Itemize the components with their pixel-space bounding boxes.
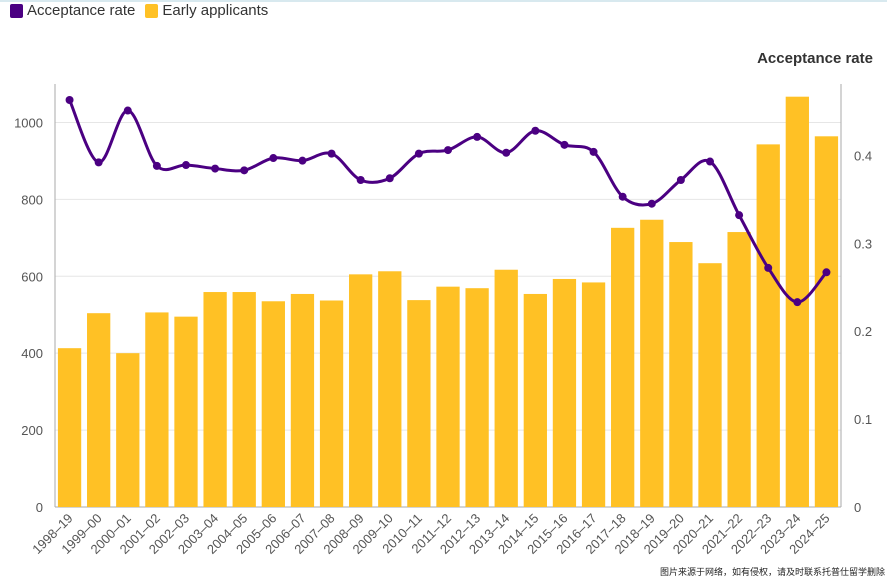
point-acceptance-rate [327, 149, 336, 158]
left-axis-tick-label: 600 [21, 269, 43, 284]
bar-early-applicants [465, 288, 489, 507]
point-acceptance-rate [706, 157, 714, 166]
point-acceptance-rate [152, 161, 161, 170]
bar-early-applicants [319, 300, 344, 507]
point-acceptance-rate [764, 263, 773, 272]
chart-legend: Acceptance rate Early applicants [10, 2, 278, 19]
bar-early-applicants [145, 312, 169, 507]
left-axis-tick-label: 200 [21, 423, 43, 438]
point-acceptance-rate [735, 211, 744, 220]
bar-early-applicants [261, 301, 285, 507]
bar-early-applicants [494, 269, 518, 507]
bar-early-applicants [349, 274, 373, 507]
point-acceptance-rate [531, 126, 540, 135]
bar-early-applicants [552, 278, 577, 507]
point-acceptance-rate [211, 164, 220, 173]
legend-item-acceptance-rate[interactable]: Acceptance rate [10, 2, 135, 19]
point-acceptance-rate [444, 146, 452, 155]
right-axis-tick-label: 0.2 [854, 324, 872, 339]
top-border-line [0, 0, 887, 2]
bar-early-applicants [756, 144, 780, 507]
point-acceptance-rate [473, 132, 482, 141]
bar-early-applicants [174, 316, 198, 507]
point-acceptance-rate [589, 147, 598, 156]
point-acceptance-rate [240, 166, 249, 175]
bar-early-applicants [640, 219, 664, 507]
bar-early-applicants [814, 136, 839, 507]
left-axis-tick-label: 800 [21, 192, 43, 207]
bar-early-applicants [698, 263, 722, 507]
legend-label-early-applicants: Early applicants [162, 2, 269, 19]
point-acceptance-rate [269, 154, 278, 163]
bar-early-applicants [232, 292, 256, 507]
watermark-text: 图片来源于网络，如有侵权，请及时联系托普仕留学删除 [659, 567, 885, 577]
right-axis-title: Acceptance rate [757, 50, 873, 67]
left-axis-tick-label: 400 [21, 346, 43, 361]
point-acceptance-rate [356, 175, 365, 184]
point-acceptance-rate [676, 175, 685, 184]
point-acceptance-rate [793, 298, 802, 307]
legend-swatch-acceptance-rate [10, 3, 23, 18]
point-acceptance-rate [560, 140, 569, 149]
left-axis-tick-label: 0 [36, 500, 43, 515]
point-acceptance-rate [298, 156, 307, 165]
bar-early-applicants [611, 227, 635, 507]
bar-early-applicants [523, 293, 547, 507]
point-acceptance-rate [182, 161, 190, 170]
point-acceptance-rate [618, 192, 627, 201]
right-axis-tick-label: 0.1 [854, 412, 872, 427]
legend-swatch-early-applicants [145, 3, 159, 18]
right-axis-tick-label: 0.4 [854, 148, 872, 163]
bar-early-applicants [87, 313, 111, 507]
point-acceptance-rate [414, 149, 423, 158]
point-acceptance-rate [502, 148, 511, 157]
point-acceptance-rate [123, 106, 132, 115]
point-acceptance-rate [822, 268, 831, 277]
point-acceptance-rate [65, 95, 74, 104]
bar-early-applicants [727, 232, 751, 508]
point-acceptance-rate [94, 158, 103, 167]
point-acceptance-rate [647, 199, 656, 208]
right-axis-tick-label: 0.3 [854, 236, 872, 251]
legend-item-early-applicants[interactable]: Early applicants [145, 2, 268, 19]
bar-early-applicants [669, 242, 693, 507]
bar-early-applicants [581, 282, 606, 507]
bar-early-applicants [57, 348, 82, 507]
legend-label-acceptance-rate: Acceptance rate [27, 2, 136, 19]
bar-early-applicants [378, 271, 402, 507]
point-acceptance-rate [385, 174, 394, 183]
bar-early-applicants [290, 293, 315, 507]
left-axis-tick-label: 1000 [14, 115, 43, 130]
right-axis-tick-label: 0 [854, 500, 861, 515]
bar-early-applicants [116, 353, 140, 507]
bar-early-applicants [436, 286, 460, 507]
bar-early-applicants [407, 300, 431, 507]
bar-early-applicants [203, 292, 227, 507]
